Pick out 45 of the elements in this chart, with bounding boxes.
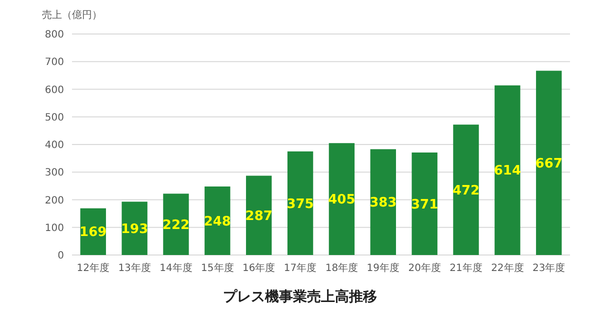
bar — [494, 85, 520, 255]
data-label: 287 — [245, 208, 272, 224]
data-label: 222 — [162, 218, 190, 233]
x-tick-label: 23年度 — [532, 262, 566, 274]
y-tick-label: 0 — [58, 250, 64, 262]
x-tick-label: 14年度 — [160, 262, 192, 274]
bar — [163, 194, 189, 255]
x-tick-label: 16年度 — [242, 262, 276, 274]
data-label: 472 — [452, 183, 480, 198]
bar — [328, 143, 355, 255]
x-tick-label: 13年度 — [118, 262, 151, 274]
data-label: 375 — [286, 196, 314, 212]
y-tick-label: 100 — [44, 222, 64, 234]
y-tick-label: 600 — [44, 84, 64, 96]
bar — [246, 176, 272, 255]
x-tick-label: 20年度 — [408, 262, 441, 274]
data-label: 193 — [120, 222, 148, 237]
y-tick-label: 200 — [44, 195, 64, 206]
bar — [287, 151, 314, 255]
y-tick-label: 700 — [44, 57, 64, 68]
y-axis-title: 売上（億円） — [42, 9, 102, 21]
text: プレス機事業売上高推移 — [223, 288, 377, 305]
bar — [370, 149, 396, 255]
data-label: 667 — [535, 156, 562, 172]
data-label: 383 — [370, 196, 397, 211]
bar — [453, 124, 479, 255]
bar — [204, 186, 230, 255]
y-tick-label: 400 — [44, 140, 64, 151]
x-tick-label: 17年度 — [284, 262, 317, 274]
y-tick-label: 800 — [44, 30, 64, 40]
bar — [536, 70, 562, 255]
x-tick-label: 22年度 — [491, 262, 524, 274]
data-label: 169 — [80, 225, 107, 240]
bar — [412, 152, 438, 255]
x-tick-label: 15年度 — [201, 262, 234, 274]
x-tick-label: 21年度 — [450, 262, 482, 274]
data-label: 614 — [494, 164, 522, 179]
y-tick-label: 300 — [44, 168, 64, 179]
y-tick-label: 500 — [44, 112, 64, 124]
x-tick-label: 18年度 — [325, 262, 358, 274]
data-label: 248 — [204, 214, 231, 230]
x-tick-label: 19年度 — [366, 262, 400, 274]
data-label: 371 — [411, 197, 438, 212]
x-tick-label: 12年度 — [76, 262, 110, 274]
bar — [122, 202, 148, 255]
